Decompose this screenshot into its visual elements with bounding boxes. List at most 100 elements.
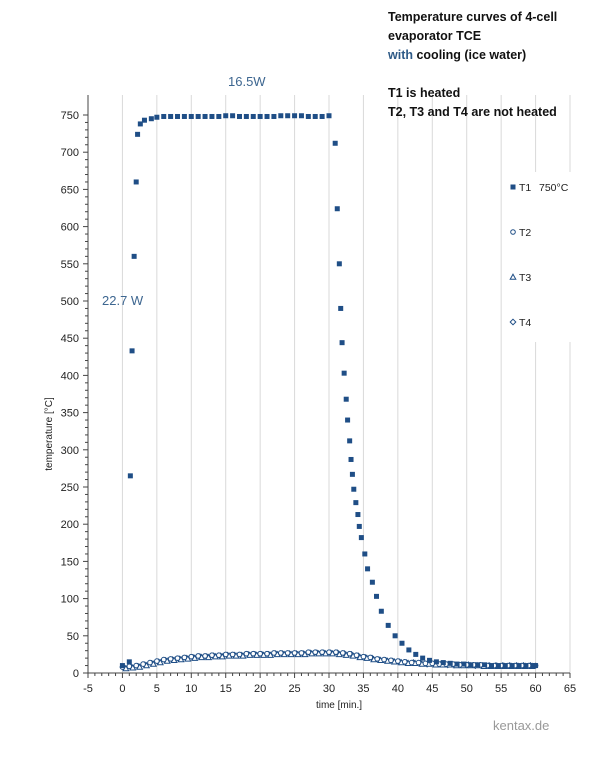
- legend-label-t4: T4: [519, 317, 531, 329]
- x-tick-label: 15: [220, 683, 232, 695]
- y-tick-label: 100: [61, 594, 79, 606]
- data-point-t2: [140, 661, 146, 667]
- data-point-t2: [401, 659, 408, 665]
- x-tick-label: 60: [529, 683, 541, 695]
- data-point-t1: [502, 663, 508, 669]
- data-point-t1: [461, 661, 467, 667]
- data-point-t1: [202, 113, 208, 119]
- data-point-t1: [347, 438, 353, 444]
- data-point-t1: [230, 113, 236, 119]
- data-point-t1: [523, 663, 529, 669]
- legend-marker-t3: [509, 273, 517, 280]
- data-point-t2: [195, 653, 201, 659]
- data-point-t2: [422, 660, 429, 667]
- data-point-t1: [336, 261, 342, 267]
- y-tick-label: 200: [61, 519, 79, 531]
- x-tick-label: 25: [288, 683, 300, 695]
- data-point-t1: [137, 121, 143, 127]
- x-tick-label: 35: [357, 683, 369, 695]
- data-point-t1: [530, 663, 536, 669]
- data-point-t1: [319, 113, 325, 119]
- x-tick-label: 0: [119, 683, 125, 695]
- data-point-t2: [271, 650, 277, 656]
- data-point-t1: [236, 113, 242, 119]
- data-point-t1: [495, 663, 501, 669]
- title-line: T2, T3 and T4 are not heated: [388, 105, 557, 119]
- title-line: T1 is heated: [388, 86, 461, 100]
- data-point-t1: [175, 113, 181, 119]
- data-point-t1: [362, 551, 368, 557]
- y-tick-label: 350: [61, 408, 79, 420]
- data-point-t2: [167, 656, 174, 662]
- data-point-t1: [339, 340, 345, 346]
- data-point-t1: [250, 113, 256, 119]
- data-point-t1: [420, 655, 426, 661]
- data-point-t2: [188, 653, 195, 660]
- data-point-t2: [133, 662, 139, 669]
- y-tick-label: 500: [61, 296, 79, 308]
- data-point-t2: [181, 654, 188, 661]
- x-tick-label: 20: [254, 683, 266, 695]
- data-point-t2: [264, 650, 270, 657]
- legend-label-t3: T3: [519, 272, 531, 284]
- data-point-t2: [291, 650, 298, 656]
- title-line: with cooling (ice water): [388, 46, 557, 65]
- data-point-t1: [454, 661, 460, 667]
- data-point-t1: [127, 473, 133, 479]
- data-point-t1: [332, 140, 338, 146]
- data-point-t2: [312, 649, 319, 655]
- data-point-t1: [343, 396, 349, 402]
- title-highlight: with: [388, 48, 413, 62]
- data-point-t1: [378, 608, 384, 614]
- data-point-t1: [413, 651, 419, 657]
- data-point-t1: [440, 660, 446, 666]
- footer-watermark: kentax.de: [493, 718, 550, 733]
- legend-label-t2: T2: [519, 227, 531, 239]
- x-tick-label: 65: [564, 683, 576, 695]
- x-tick-label: 55: [495, 683, 507, 695]
- data-point-t2: [174, 655, 181, 661]
- data-point-t2: [408, 659, 415, 666]
- data-point-t1: [264, 113, 270, 119]
- data-point-t1: [489, 663, 495, 669]
- data-point-t1: [392, 633, 398, 639]
- data-point-t2: [367, 654, 374, 661]
- data-point-t1: [516, 663, 522, 669]
- data-point-t1: [345, 417, 351, 423]
- data-point-t1: [533, 663, 539, 669]
- data-point-t1: [358, 535, 364, 541]
- data-point-t2: [395, 658, 401, 664]
- data-point-t1: [427, 657, 433, 663]
- data-point-t1: [243, 113, 249, 119]
- data-point-t1: [257, 113, 263, 119]
- y-tick-label: 250: [61, 482, 79, 494]
- x-tick-label: -5: [83, 683, 93, 695]
- data-point-t1: [135, 131, 141, 137]
- data-point-t1: [349, 471, 355, 477]
- data-point-t2: [154, 658, 160, 664]
- title-line: evaporator TCE: [388, 29, 482, 43]
- x-tick-label: 45: [426, 683, 438, 695]
- power-annotation-left: 22.7 W: [102, 293, 144, 308]
- data-point-t2: [209, 652, 215, 658]
- title-text: cooling (ice water): [413, 48, 527, 62]
- data-point-t1: [285, 113, 291, 119]
- y-tick-label: 450: [61, 333, 79, 345]
- legend-note: 750°C: [539, 182, 569, 194]
- data-point-t2: [222, 651, 229, 658]
- data-point-t1: [312, 113, 318, 119]
- data-point-t2: [339, 650, 346, 656]
- data-point-t2: [216, 652, 222, 658]
- data-point-t1: [338, 305, 344, 311]
- data-point-t1: [433, 659, 439, 665]
- data-point-t1: [341, 370, 347, 376]
- chart-title: Temperature curves of 4-cell evaporator …: [388, 8, 557, 122]
- data-point-t2: [326, 649, 332, 655]
- data-point-t1: [195, 113, 201, 119]
- x-tick-label: 30: [323, 683, 335, 695]
- data-point-t1: [181, 113, 187, 119]
- x-axis-label: time [min.]: [316, 700, 362, 711]
- data-point-t1: [334, 206, 340, 212]
- y-tick-label: 550: [61, 259, 79, 271]
